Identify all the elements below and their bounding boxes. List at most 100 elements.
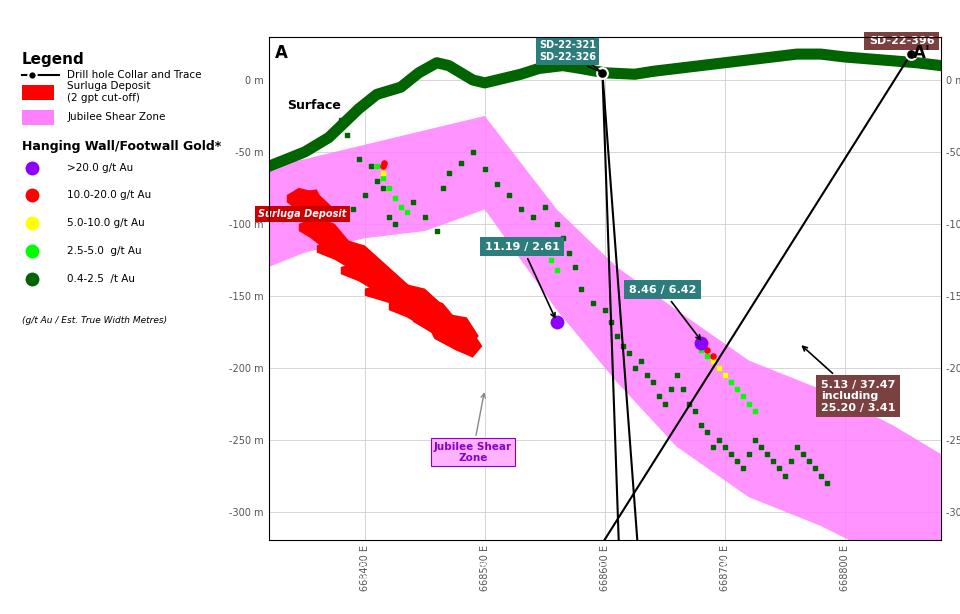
Point <box>567 262 583 272</box>
Point <box>741 449 756 459</box>
Point <box>675 384 690 394</box>
Point <box>442 169 457 179</box>
Point <box>747 406 762 416</box>
Point <box>597 305 612 315</box>
Point <box>693 346 708 356</box>
Point <box>693 338 708 348</box>
Point <box>376 158 392 168</box>
Text: >20.0 g/t Au: >20.0 g/t Au <box>67 163 133 173</box>
Point <box>711 435 727 445</box>
Point <box>813 471 828 481</box>
Point <box>370 176 385 185</box>
Point <box>778 471 793 481</box>
Text: Jubilee Shear Zone: Jubilee Shear Zone <box>67 112 165 122</box>
Point <box>658 398 673 408</box>
Text: Jubilee Shear
Zone: Jubilee Shear Zone <box>434 394 512 463</box>
Point <box>375 183 391 193</box>
Point <box>339 130 354 139</box>
Point <box>717 370 732 380</box>
Point <box>501 190 516 200</box>
Point <box>627 363 642 373</box>
Point <box>693 421 708 430</box>
Bar <box>21 110 54 125</box>
Text: 8.46 / 6.42: 8.46 / 6.42 <box>629 285 701 340</box>
Point <box>802 456 817 466</box>
Polygon shape <box>413 313 479 351</box>
Point <box>555 233 570 243</box>
Polygon shape <box>269 116 941 598</box>
Point <box>651 392 666 402</box>
Point <box>435 183 450 193</box>
Point <box>699 351 714 361</box>
Point <box>595 68 611 78</box>
Point <box>357 190 372 200</box>
Point <box>735 464 751 473</box>
Point <box>363 161 378 171</box>
Bar <box>21 85 54 100</box>
Point <box>765 456 780 466</box>
Point <box>621 348 636 358</box>
Point <box>399 208 415 217</box>
Polygon shape <box>317 238 389 281</box>
Text: SD-22-396: SD-22-396 <box>869 36 934 46</box>
Point <box>730 384 745 394</box>
Point <box>405 197 420 207</box>
Point <box>759 449 775 459</box>
Point <box>699 427 714 437</box>
Point <box>741 398 756 408</box>
Point <box>807 464 823 473</box>
Point <box>639 370 655 380</box>
Point <box>381 212 396 222</box>
Text: A': A' <box>913 44 931 62</box>
Point <box>717 370 732 380</box>
Point <box>706 442 721 452</box>
Point <box>706 356 721 365</box>
Point <box>735 392 751 402</box>
Point <box>645 377 660 387</box>
Text: SD-22-321: SD-22-321 <box>539 41 600 71</box>
Text: Surluga Deposit: Surluga Deposit <box>258 209 347 219</box>
Text: 5.0-10.0 g/t Au: 5.0-10.0 g/t Au <box>67 218 145 228</box>
Point <box>381 183 396 193</box>
Polygon shape <box>287 188 335 224</box>
Text: 10.0-20.0 g/t Au: 10.0-20.0 g/t Au <box>67 190 152 200</box>
Point <box>903 49 919 59</box>
Point <box>789 442 804 452</box>
Point <box>706 356 721 365</box>
Point <box>514 204 529 214</box>
Point <box>453 158 468 168</box>
Point <box>603 317 618 327</box>
Point <box>370 161 385 171</box>
Text: Surluga Deposit
(2 gpt cut-off): Surluga Deposit (2 gpt cut-off) <box>67 82 151 103</box>
Point <box>466 147 481 157</box>
Point <box>525 212 540 222</box>
Point <box>783 456 799 466</box>
Point <box>663 384 679 394</box>
Text: (g/t Au / Est. True Width Metres): (g/t Au / Est. True Width Metres) <box>21 316 167 325</box>
Point <box>549 219 564 229</box>
Point <box>615 341 631 351</box>
Polygon shape <box>299 189 323 209</box>
Point <box>723 449 738 459</box>
Point <box>346 204 361 214</box>
Point <box>490 179 505 188</box>
Text: Surface: Surface <box>287 99 341 112</box>
Point <box>730 456 745 466</box>
Point <box>586 298 601 308</box>
Text: 11.19 / 2.61: 11.19 / 2.61 <box>485 242 560 317</box>
Point <box>723 377 738 387</box>
Point <box>543 255 559 265</box>
Text: Reported Results: Reported Results <box>0 613 1 614</box>
Text: SD-22-326: SD-22-326 <box>539 52 600 72</box>
Point <box>754 442 769 452</box>
Polygon shape <box>299 217 353 260</box>
Point <box>711 363 727 373</box>
Point <box>669 370 684 380</box>
Text: Legend: Legend <box>21 52 84 67</box>
Text: Hanging Wall/Footwall Gold*: Hanging Wall/Footwall Gold* <box>21 140 221 153</box>
Point <box>771 464 786 473</box>
Point <box>394 201 409 211</box>
Point <box>711 363 727 373</box>
Point <box>549 317 564 327</box>
Point <box>387 193 402 203</box>
